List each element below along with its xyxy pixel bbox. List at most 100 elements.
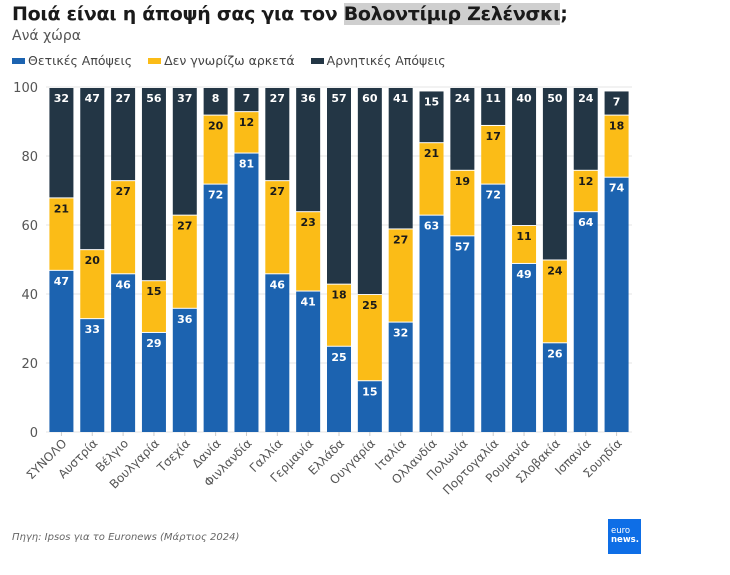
bar-segment <box>296 88 321 212</box>
bar-segment <box>80 88 105 250</box>
bar-segment <box>172 215 197 308</box>
data-label: 49 <box>516 268 531 281</box>
bar-segment <box>327 284 351 346</box>
data-label: 18 <box>331 289 346 302</box>
bar-segment <box>111 88 136 181</box>
bar-segment <box>481 88 506 125</box>
bar-segment <box>141 281 166 332</box>
data-label: 81 <box>239 158 254 171</box>
data-label: 7 <box>613 95 621 108</box>
logo-line-2: news. <box>611 535 639 545</box>
bar-segment <box>234 153 259 433</box>
data-label: 57 <box>331 92 346 105</box>
bar-segment <box>604 115 629 177</box>
y-tick-label: 40 <box>21 288 38 303</box>
legend-item-positive[interactable]: Θετικές Απόψεις <box>12 53 132 68</box>
title-prefix: Ποιά είναι η άποψή σας για τον <box>12 3 344 25</box>
bar-segment <box>141 332 166 432</box>
data-label: 36 <box>301 92 317 105</box>
bar-segment <box>234 88 259 112</box>
data-label: 15 <box>424 95 439 108</box>
source-note: Πηγη: Ipsos για το Euronews (Μάρτιος 202… <box>12 532 240 543</box>
data-label: 26 <box>547 347 563 360</box>
data-label: 20 <box>85 254 101 267</box>
data-label: 24 <box>547 265 563 278</box>
data-label: 11 <box>516 230 531 243</box>
bar-segment <box>573 88 598 170</box>
title-highlight: Βολοντίμιρ Ζελένσκι <box>343 3 561 25</box>
data-label: 15 <box>362 385 377 398</box>
x-tick-label: Τσεχία <box>154 436 193 475</box>
data-label: 47 <box>54 275 69 288</box>
bar-segment <box>141 88 166 281</box>
data-label: 63 <box>424 220 439 233</box>
data-label: 27 <box>270 92 285 105</box>
data-label: 11 <box>486 92 501 105</box>
bar-segment <box>80 250 105 319</box>
bar-segment <box>388 322 413 432</box>
bar-segment <box>604 177 629 432</box>
y-tick-label: 20 <box>21 357 38 372</box>
data-label: 46 <box>270 278 286 291</box>
bar-segment <box>203 115 228 184</box>
data-label: 32 <box>54 92 69 105</box>
bar-segment <box>327 346 351 432</box>
bar-segment <box>542 343 567 432</box>
bar-segment <box>450 88 475 170</box>
bar-segment <box>49 198 74 270</box>
bar-segment <box>450 170 475 236</box>
bar-segment <box>327 88 351 284</box>
bar-segment <box>172 308 197 432</box>
data-label: 40 <box>516 92 532 105</box>
data-label: 17 <box>486 130 501 143</box>
data-label: 47 <box>85 92 100 105</box>
data-label: 12 <box>239 116 254 129</box>
bar-segment <box>203 184 228 432</box>
data-label: 19 <box>455 175 470 188</box>
legend-label-unknown: Δεν γνωρίζω αρκετά <box>164 53 295 68</box>
bar-segment <box>203 88 228 115</box>
legend-swatch-unknown <box>148 57 162 64</box>
bar-segment <box>388 88 413 229</box>
euronews-logo[interactable]: euro news. <box>608 519 641 554</box>
data-label: 25 <box>362 299 377 312</box>
data-label: 20 <box>208 120 224 133</box>
data-label: 24 <box>578 92 594 105</box>
data-label: 18 <box>609 120 624 133</box>
chart-title: Ποιά είναι η άποψή σας για τον Βολοντίμι… <box>12 3 568 25</box>
data-label: 27 <box>270 185 285 198</box>
bar-segment <box>49 270 74 432</box>
logo-line-1: euro <box>611 526 631 536</box>
legend-item-negative[interactable]: Αρνητικές Απόψεις <box>310 53 446 68</box>
bar-segment <box>573 212 598 432</box>
bar-segment <box>265 274 290 432</box>
y-tick-label: 100 <box>13 81 38 96</box>
legend-swatch-positive <box>12 57 25 64</box>
bar-segment <box>172 88 197 215</box>
legend-item-unknown[interactable]: Δεν γνωρίζω αρκετά <box>148 53 295 68</box>
data-label: 25 <box>331 351 346 364</box>
data-label: 32 <box>393 327 408 340</box>
data-label: 41 <box>301 296 316 309</box>
bar-segment <box>604 91 629 115</box>
bar-segment <box>419 215 444 432</box>
bar-segment <box>234 112 259 153</box>
y-tick-label: 80 <box>21 150 38 165</box>
bar-segment <box>357 295 382 381</box>
bar-segment <box>481 184 506 432</box>
data-label: 27 <box>177 220 192 233</box>
legend-label-negative: Αρνητικές Απόψεις <box>326 53 446 68</box>
data-label: 7 <box>243 92 251 105</box>
legend: Θετικές Απόψεις Δεν γνωρίζω αρκετά Αρνητ… <box>12 53 446 68</box>
bar-segment <box>450 236 475 432</box>
data-label: 57 <box>455 240 470 253</box>
stacked-bar-chart: 020406080100472132ΣΥΝΟΛΟ332047Αυστρία462… <box>13 81 632 497</box>
data-label: 72 <box>486 189 501 202</box>
bar-segment <box>265 181 290 274</box>
bar-segment <box>388 229 413 322</box>
data-label: 27 <box>115 92 130 105</box>
data-label: 8 <box>212 92 220 105</box>
chart-subtitle: Ανά χώρα <box>12 28 82 44</box>
data-label: 41 <box>393 92 408 105</box>
bar-segment <box>512 226 537 263</box>
